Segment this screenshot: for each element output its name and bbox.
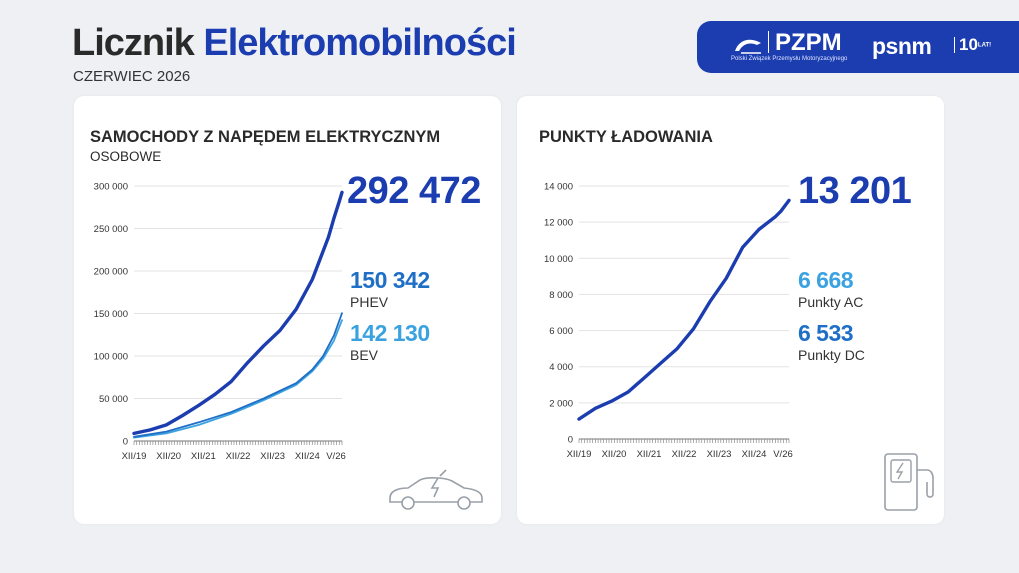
logo-divider-2: [954, 37, 955, 53]
charging-points-chart: 0 2 000 4 000 6 000 8 000 10 000 12 000 14 000 X…: [544, 182, 793, 461]
logo-divider: [768, 31, 769, 53]
charging-y-tick-label: 0: [568, 435, 573, 446]
charging-x-tick-label: V/26: [773, 449, 793, 460]
anniversary-number: 10: [959, 35, 978, 54]
charging-x-tick-label: XII/20: [602, 449, 627, 460]
cars-y-tick-label: 300 000: [94, 182, 128, 193]
cars-x-tick-label: XII/21: [191, 451, 216, 462]
cars-y-tick-label: 100 000: [94, 352, 128, 363]
pzpm-full-name: Polski Związek Przemysłu Motoryzacyjnego: [731, 56, 848, 62]
phev-value: 150 342: [350, 267, 430, 293]
cars-y-tick-label: 250 000: [94, 224, 128, 235]
charging-title: PUNKTY ŁADOWANIA: [539, 128, 713, 146]
partner-logo-bar: PZPM Polski Związek Przemysłu Motoryzacy…: [697, 21, 1019, 73]
title-part-2: Elektromobilności: [203, 22, 516, 64]
anniversary-suffix: LAT!: [977, 42, 992, 49]
ac-value: 6 668: [798, 267, 854, 293]
bev-value: 142 130: [350, 320, 430, 346]
ev-cars-subtitle: OSOBOWE: [90, 149, 162, 164]
page-title: Licznik Elektromobilności: [72, 22, 517, 65]
charging-y-tick-label: 2 000: [549, 398, 573, 409]
bev-line: [133, 319, 343, 439]
charging-x-tick-label: XII/21: [637, 449, 662, 460]
charging-y-tick-label: 14 000: [544, 182, 573, 193]
charging-x-tick-label: XII/22: [672, 449, 697, 460]
ev-cars-title: SAMOCHODY Z NAPĘDEM ELEKTRYCZNYM: [90, 128, 441, 146]
cars-x-tick-label: V/26: [326, 451, 346, 462]
cars-y-tick-label: 150 000: [94, 309, 128, 320]
ev-cars-chart: 0 50 000 100 000 150 000 200 000 250 000 300 0…: [94, 182, 346, 463]
cars-x-tick-label: XII/22: [226, 451, 251, 462]
charging-y-tick-label: 8 000: [549, 290, 573, 301]
anniversary-badge: 10LAT!: [959, 35, 991, 55]
charging-y-tick-label: 6 000: [549, 326, 573, 337]
charging-x-tick-label: XII/19: [567, 449, 592, 460]
dc-label: Punkty DC: [798, 347, 865, 363]
ev-cars-total-line: [132, 190, 344, 436]
title-part-1: Licznik: [72, 22, 195, 64]
charging-x-tick-label: XII/24: [742, 449, 767, 460]
phev-label: PHEV: [350, 294, 389, 310]
cars-x-tick-label: XII/19: [122, 451, 147, 462]
ac-label: Punkty AC: [798, 294, 864, 310]
pzpm-logo-icon: [735, 39, 761, 54]
bev-label: BEV: [350, 347, 379, 363]
cars-x-tick-label: XII/23: [260, 451, 285, 462]
charging-station-icon: [884, 453, 934, 511]
charging-y-tick-label: 4 000: [549, 362, 573, 373]
cars-x-tick-label: XII/20: [156, 451, 181, 462]
charging-points-card: PUNKTY ŁADOWANIA 0 2 000 4 000 6 000 8 000 10…: [517, 96, 944, 524]
ev-cars-card: SAMOCHODY Z NAPĘDEM ELEKTRYCZNYM OSOBOWE…: [74, 96, 501, 524]
charging-x-tick-label: XII/23: [707, 449, 732, 460]
cars-x-tick-label: XII/24: [295, 451, 320, 462]
charging-y-tick-label: 10 000: [544, 254, 573, 265]
charging-total: 13 201: [798, 170, 912, 212]
electric-car-icon: [389, 469, 483, 510]
phev-line: [133, 312, 343, 438]
cars-y-tick-label: 50 000: [99, 394, 128, 405]
dc-value: 6 533: [798, 320, 854, 346]
cars-y-tick-label: 200 000: [94, 267, 128, 278]
ev-cars-total: 292 472: [347, 170, 481, 212]
pzpm-logo: PZPM: [775, 29, 842, 56]
report-date: CZERWIEC 2026: [73, 68, 191, 85]
charging-points-line: [577, 198, 791, 421]
cars-y-tick-label: 0: [123, 437, 128, 448]
charging-y-tick-label: 12 000: [544, 218, 573, 229]
psnm-logo: psnm: [872, 33, 932, 59]
